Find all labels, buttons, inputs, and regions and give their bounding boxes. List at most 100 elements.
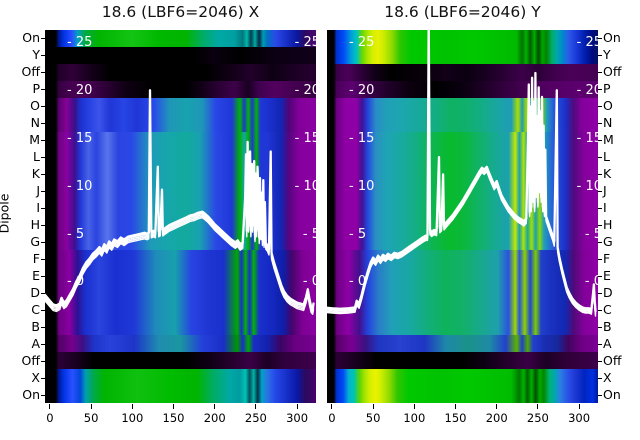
- row-tick: [598, 140, 602, 142]
- row-tick: [598, 275, 602, 277]
- row-label: X: [603, 369, 612, 385]
- row-tick: [598, 72, 602, 74]
- row-tick: [598, 360, 602, 362]
- value-tick-label: - 20: [67, 83, 93, 99]
- x-tick-label: 250: [244, 411, 267, 425]
- heatmap-row-d: [327, 284, 598, 302]
- row-label: F: [603, 250, 611, 266]
- heatmap-row-e: [327, 267, 598, 285]
- row-tick: [598, 38, 602, 40]
- x-tick: [90, 404, 92, 409]
- x-tick-label: 0: [46, 411, 54, 425]
- row-label: Off: [21, 352, 40, 368]
- row-label: K: [31, 166, 40, 182]
- profile-trace: [45, 92, 315, 312]
- profile-line-layer: [45, 89, 315, 315]
- x-tick-label: 250: [526, 411, 549, 425]
- row-label: J: [36, 183, 40, 199]
- row-label: P: [603, 81, 611, 97]
- row-tick: [598, 55, 602, 57]
- heatmap-row-off: [45, 352, 316, 370]
- row-label: Off: [603, 352, 622, 368]
- heatmap-row-off: [327, 63, 598, 81]
- heatmap-row-e: [45, 267, 316, 285]
- value-tick-label: - 25: [576, 35, 598, 51]
- row-label: On: [603, 30, 621, 46]
- value-tick-label: - 0: [302, 274, 316, 290]
- heatmap-row-p: [327, 80, 598, 98]
- row-label: G: [30, 233, 40, 249]
- heatmap-row-off: [45, 63, 316, 81]
- value-tick-label: - 20: [349, 83, 375, 99]
- row-label: O: [30, 98, 40, 114]
- x-tick: [255, 404, 257, 409]
- heatmap-row-on: [45, 30, 316, 47]
- value-tick-label: - 10: [576, 178, 598, 194]
- row-tick: [598, 191, 602, 193]
- row-tick: [41, 326, 45, 328]
- x-tick-label: 100: [121, 411, 144, 425]
- profile-trace: [45, 95, 315, 315]
- row-tick: [41, 309, 45, 311]
- row-label: B: [603, 318, 612, 334]
- heatmap-row-b: [45, 318, 316, 336]
- row-label: J: [603, 183, 607, 199]
- heatmap-row-d: [45, 284, 316, 302]
- row-tick: [41, 174, 45, 176]
- row-label: H: [30, 216, 40, 232]
- x-tick: [331, 404, 333, 409]
- x-tick-label: 300: [568, 411, 591, 425]
- row-label: C: [31, 301, 40, 317]
- row-label: B: [31, 318, 40, 334]
- row-label: O: [603, 98, 613, 114]
- heatmap-row-g: [327, 233, 598, 251]
- row-tick: [598, 123, 602, 125]
- row-label: G: [603, 233, 613, 249]
- x-tick: [454, 404, 456, 409]
- row-label: F: [32, 250, 40, 266]
- row-label: I: [603, 200, 607, 216]
- profile-trace: [45, 91, 315, 311]
- row-label: On: [22, 30, 40, 46]
- row-label: H: [603, 216, 613, 232]
- row-tick: [41, 123, 45, 125]
- value-tick-label: - 15: [294, 130, 316, 146]
- heatmap-row-c: [45, 301, 316, 319]
- heatmap-row-a: [45, 335, 316, 353]
- row-label: On: [603, 386, 621, 402]
- row-tick: [41, 140, 45, 142]
- x-tick: [131, 404, 133, 409]
- row-label: I: [36, 200, 40, 216]
- row-label: N: [603, 115, 613, 131]
- row-tick: [598, 224, 602, 226]
- x-tick: [578, 404, 580, 409]
- x-tick: [372, 404, 374, 409]
- heatmap-row-h: [327, 216, 598, 234]
- row-tick: [598, 106, 602, 108]
- row-tick: [41, 258, 45, 260]
- panel-y-title: 18.6 (LBF6=2046) Y: [384, 3, 541, 21]
- row-tick: [41, 38, 45, 40]
- value-tick-label: - 5: [302, 226, 316, 242]
- heatmap-row-o: [45, 97, 316, 115]
- value-tick-label: - 0: [67, 274, 85, 290]
- row-tick: [598, 326, 602, 328]
- heatmap-row-x: [327, 369, 598, 387]
- row-tick: [598, 174, 602, 176]
- row-tick: [41, 191, 45, 193]
- row-tick: [598, 157, 602, 159]
- row-tick: [598, 394, 602, 396]
- row-tick: [598, 292, 602, 294]
- heatmap-row-x: [45, 369, 316, 387]
- profile-trace: [45, 94, 315, 314]
- x-tick: [537, 404, 539, 409]
- row-tick: [41, 55, 45, 57]
- x-tick-label: 200: [203, 411, 226, 425]
- profile-trace: [45, 89, 315, 310]
- value-tick-label: - 0: [349, 274, 367, 290]
- x-tick-label: 300: [286, 411, 309, 425]
- value-tick-label: - 15: [67, 130, 93, 146]
- row-tick: [41, 292, 45, 294]
- x-tick-label: 50: [83, 411, 99, 425]
- row-tick: [598, 309, 602, 311]
